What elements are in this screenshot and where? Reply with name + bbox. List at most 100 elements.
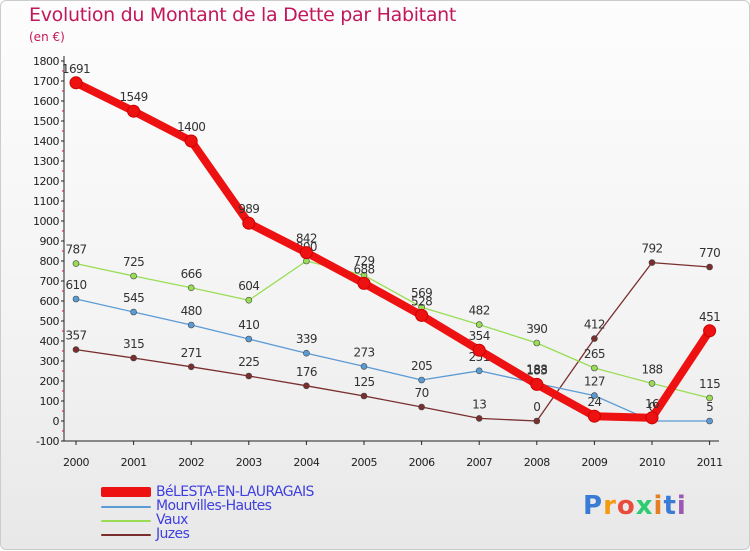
legend-label-vaux: Vaux [156,512,188,528]
y-tick-label: 1600 [33,95,59,108]
y-tick-label: 0 [53,415,60,428]
y-tick-label: 700 [40,275,60,288]
x-tick-label: 2010 [639,456,665,469]
data-label: 13 [472,397,486,411]
data-point [706,417,713,425]
y-tick-label: 1300 [33,155,59,168]
data-point [706,263,713,271]
data-point [360,392,368,400]
data-label: 315 [123,337,144,351]
x-tick-label: 2000 [63,456,89,469]
data-point [303,349,310,357]
data-label: 528 [411,294,432,308]
y-tick-label: 900 [40,235,60,248]
data-point [475,321,483,328]
y-tick-label: -100 [36,435,59,448]
data-point [299,246,313,260]
data-label: 729 [353,254,374,268]
series-line-3 [75,261,710,422]
data-point [72,346,80,353]
data-label: 188 [641,362,662,376]
x-tick-label: 2009 [581,456,607,469]
data-point [245,335,253,343]
logo-letter: x [635,491,654,521]
data-label: 725 [123,255,144,269]
data-point [591,364,598,372]
data-label: 127 [584,375,605,389]
data-label: 357 [65,329,86,343]
logo-letter: i [676,491,687,521]
x-tick-label: 2011 [697,456,723,469]
y-tick-label: 500 [40,315,60,328]
data-point [591,392,598,399]
logo-letter: t [663,491,677,521]
x-tick-label: 2005 [351,456,377,469]
data-point [533,339,541,347]
data-label: 390 [526,322,547,336]
data-point [130,308,137,316]
data-point [72,260,80,267]
data-point [127,104,141,118]
data-label: 770 [699,246,720,260]
data-label: 1549 [120,90,148,104]
x-tick-label: 2008 [524,456,550,469]
y-tick-label: 600 [40,295,60,308]
x-tick-label: 2001 [121,456,147,469]
y-tick-label: 1700 [33,75,59,88]
data-point [360,363,368,370]
data-label: 273 [353,345,374,359]
data-point [703,324,717,338]
data-point [187,363,195,371]
data-label: 787 [65,243,86,257]
y-tick-label: 800 [40,255,60,268]
proxiti-logo: Proxiti [583,491,687,521]
data-label: 480 [181,304,202,318]
data-label: 451 [699,310,720,324]
data-point [187,284,195,292]
data-point [475,367,483,375]
y-tick-label: 1400 [33,135,59,148]
y-tick-label: 1000 [33,215,59,228]
y-tick-label: 300 [40,355,60,368]
data-point [184,134,198,148]
data-point [530,377,544,391]
data-point [130,354,137,362]
data-point [418,376,425,384]
data-label: 545 [123,291,144,305]
legend-swatch-vaux [101,520,151,522]
data-point [303,382,310,390]
data-label: 24 [587,395,601,409]
data-label: 1400 [177,120,205,134]
x-tick-label: 2007 [466,456,492,469]
logo-letter: o [616,491,636,521]
data-point [72,295,80,303]
data-label: 225 [238,355,259,369]
data-label: 0 [533,400,540,414]
data-label: 339 [296,332,317,346]
legend-swatch-belesta [101,487,151,497]
data-point [587,409,601,423]
data-point [645,411,659,425]
data-point [472,343,486,357]
y-tick-label: 200 [40,375,60,388]
data-point [591,335,598,342]
data-point [130,272,137,280]
data-point [415,308,429,322]
series-line-2 [75,260,710,399]
x-tick-label: 2003 [236,456,262,469]
data-point [187,321,195,329]
data-label: 16 [645,397,659,411]
data-point [245,296,253,304]
data-label: 989 [238,202,259,216]
y-tick-label: 1500 [33,115,59,128]
data-point [648,259,656,266]
data-label: 610 [65,278,86,292]
data-point [69,76,83,90]
data-point [357,276,371,290]
x-tick-label: 2006 [409,456,435,469]
data-label: 271 [181,346,202,360]
y-tick-label: 1200 [33,175,59,188]
data-label: 354 [469,329,490,343]
